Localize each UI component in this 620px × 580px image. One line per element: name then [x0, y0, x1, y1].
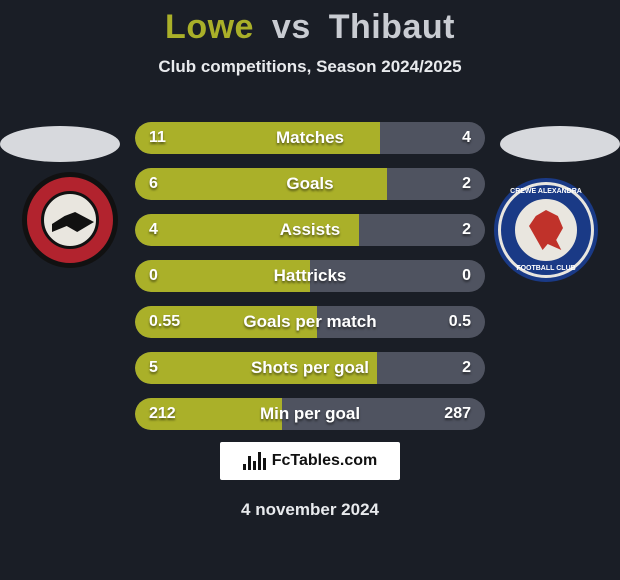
stat-row: 212287Min per goal — [135, 398, 485, 430]
club-badge-left — [22, 172, 118, 268]
logo-text: FcTables.com — [272, 452, 378, 470]
player2-head-placeholder — [500, 126, 620, 162]
stat-label: Matches — [135, 122, 485, 154]
subtitle: Club competitions, Season 2024/2025 — [0, 57, 620, 77]
stat-row: 42Assists — [135, 214, 485, 246]
club-badge-right: CREWE ALEXANDRA FOOTBALL CLUB — [494, 178, 598, 282]
stat-row: 114Matches — [135, 122, 485, 154]
vs-text: vs — [272, 8, 311, 46]
player2-name: Thibaut — [329, 8, 455, 46]
stat-row: 0.550.5Goals per match — [135, 306, 485, 338]
stat-row: 00Hattricks — [135, 260, 485, 292]
comparison-title: Lowe vs Thibaut — [0, 0, 620, 47]
walsall-badge-outer — [22, 172, 118, 268]
stats-bars: 114Matches 62Goals 42Assists 00Hattricks 0.5… — [135, 122, 485, 444]
stat-label: Min per goal — [135, 398, 485, 430]
stat-label: Hattricks — [135, 260, 485, 292]
comparison-date: 4 november 2024 — [0, 500, 620, 520]
swift-icon — [52, 212, 94, 232]
stat-label: Assists — [135, 214, 485, 246]
stat-label: Goals per match — [135, 306, 485, 338]
logo-bars-icon — [243, 452, 266, 470]
crewe-badge-outer: CREWE ALEXANDRA FOOTBALL CLUB — [494, 178, 598, 282]
walsall-badge-inner — [41, 191, 99, 249]
fctables-logo: FcTables.com — [220, 442, 400, 480]
stat-label: Goals — [135, 168, 485, 200]
player1-name: Lowe — [165, 8, 254, 46]
lion-icon — [529, 210, 563, 250]
stat-label: Shots per goal — [135, 352, 485, 384]
crewe-text-bottom: FOOTBALL CLUB — [498, 265, 594, 272]
stat-row: 52Shots per goal — [135, 352, 485, 384]
player1-head-placeholder — [0, 126, 120, 162]
stat-row: 62Goals — [135, 168, 485, 200]
crewe-text-top: CREWE ALEXANDRA — [498, 188, 594, 195]
crewe-badge-inner — [518, 202, 574, 258]
